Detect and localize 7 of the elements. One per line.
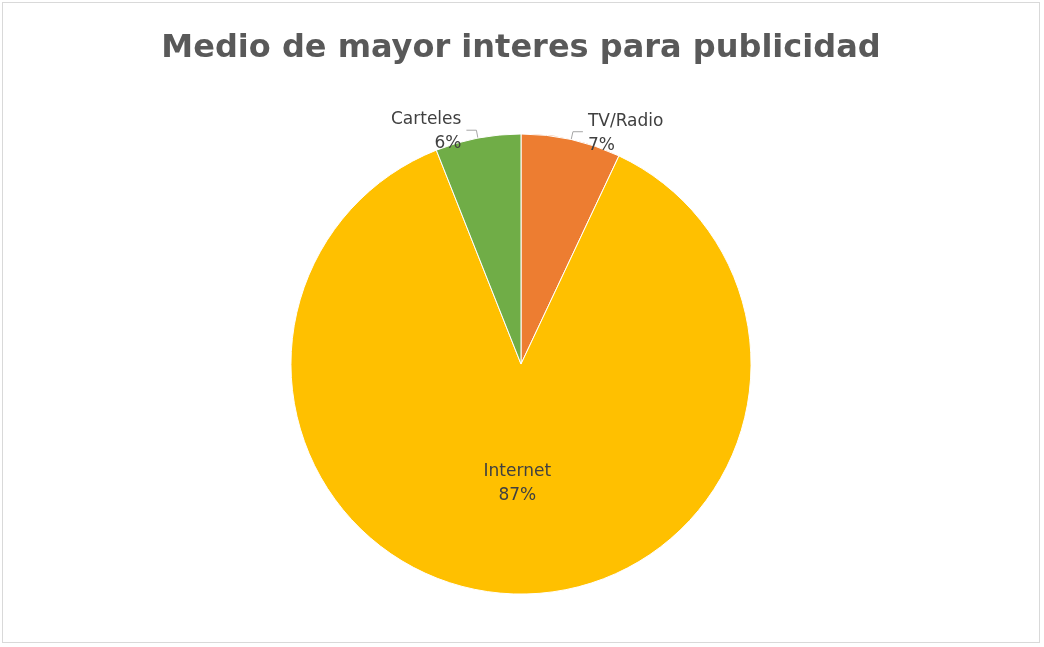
slice-label: Carteles	[390, 108, 462, 129]
data-label: 6%	[434, 132, 462, 153]
data-label: 7%	[587, 133, 615, 154]
data-label: 87%	[498, 484, 537, 504]
chart-title: Medio de mayor interes para publicidad	[161, 27, 881, 65]
slice-label: Internet	[483, 460, 552, 480]
slice-label: TV/Radio	[586, 109, 664, 130]
